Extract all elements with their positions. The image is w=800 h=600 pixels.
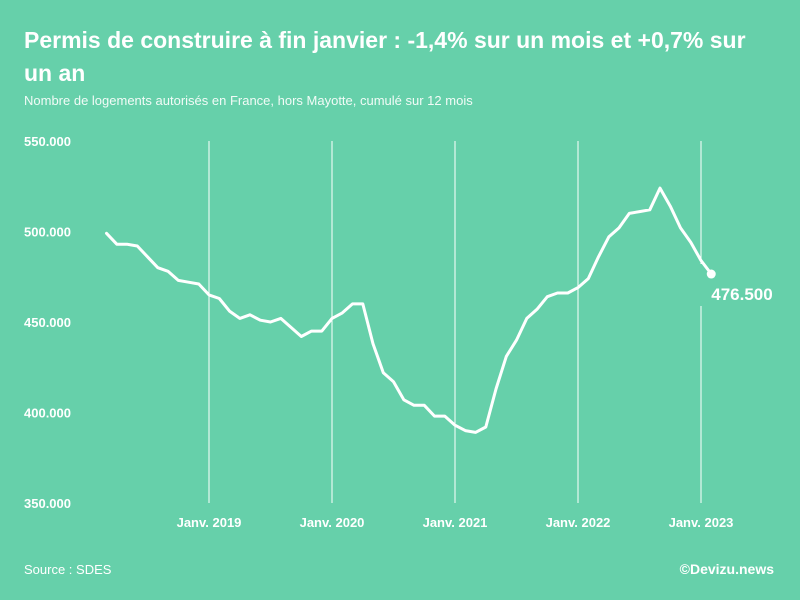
- last-value-label: 476.500: [711, 285, 772, 304]
- source-note: Source : SDES: [24, 562, 112, 577]
- last-data-point: [706, 269, 716, 279]
- chart-subtitle: Nombre de logements autorisés en France,…: [24, 93, 473, 108]
- y-tick-label: 500.000: [24, 225, 71, 240]
- x-tick-label: Janv. 2023: [669, 515, 734, 530]
- x-tick-label: Janv. 2019: [177, 515, 242, 530]
- x-tick-label: Janv. 2020: [300, 515, 365, 530]
- series-line: [105, 186, 713, 434]
- y-tick-label: 450.000: [24, 315, 71, 330]
- vertical-gridlines: [208, 141, 702, 503]
- brand-credit: ©Devizu.news: [679, 561, 774, 577]
- y-tick-label: 350.000: [24, 496, 71, 511]
- x-axis-tick-labels: Janv. 2019 Janv. 2020 Janv. 2021 Janv. 2022…: [177, 515, 734, 530]
- y-axis-tick-labels: 350.000 400.000 450.000 500.000 550.000: [24, 134, 71, 511]
- y-tick-label: 400.000: [24, 406, 71, 421]
- chart-title: Permis de construire à fin janvier : -1,…: [24, 27, 746, 86]
- y-tick-label: 550.000: [24, 134, 71, 149]
- x-tick-label: Janv. 2022: [546, 515, 611, 530]
- x-tick-label: Janv. 2021: [423, 515, 488, 530]
